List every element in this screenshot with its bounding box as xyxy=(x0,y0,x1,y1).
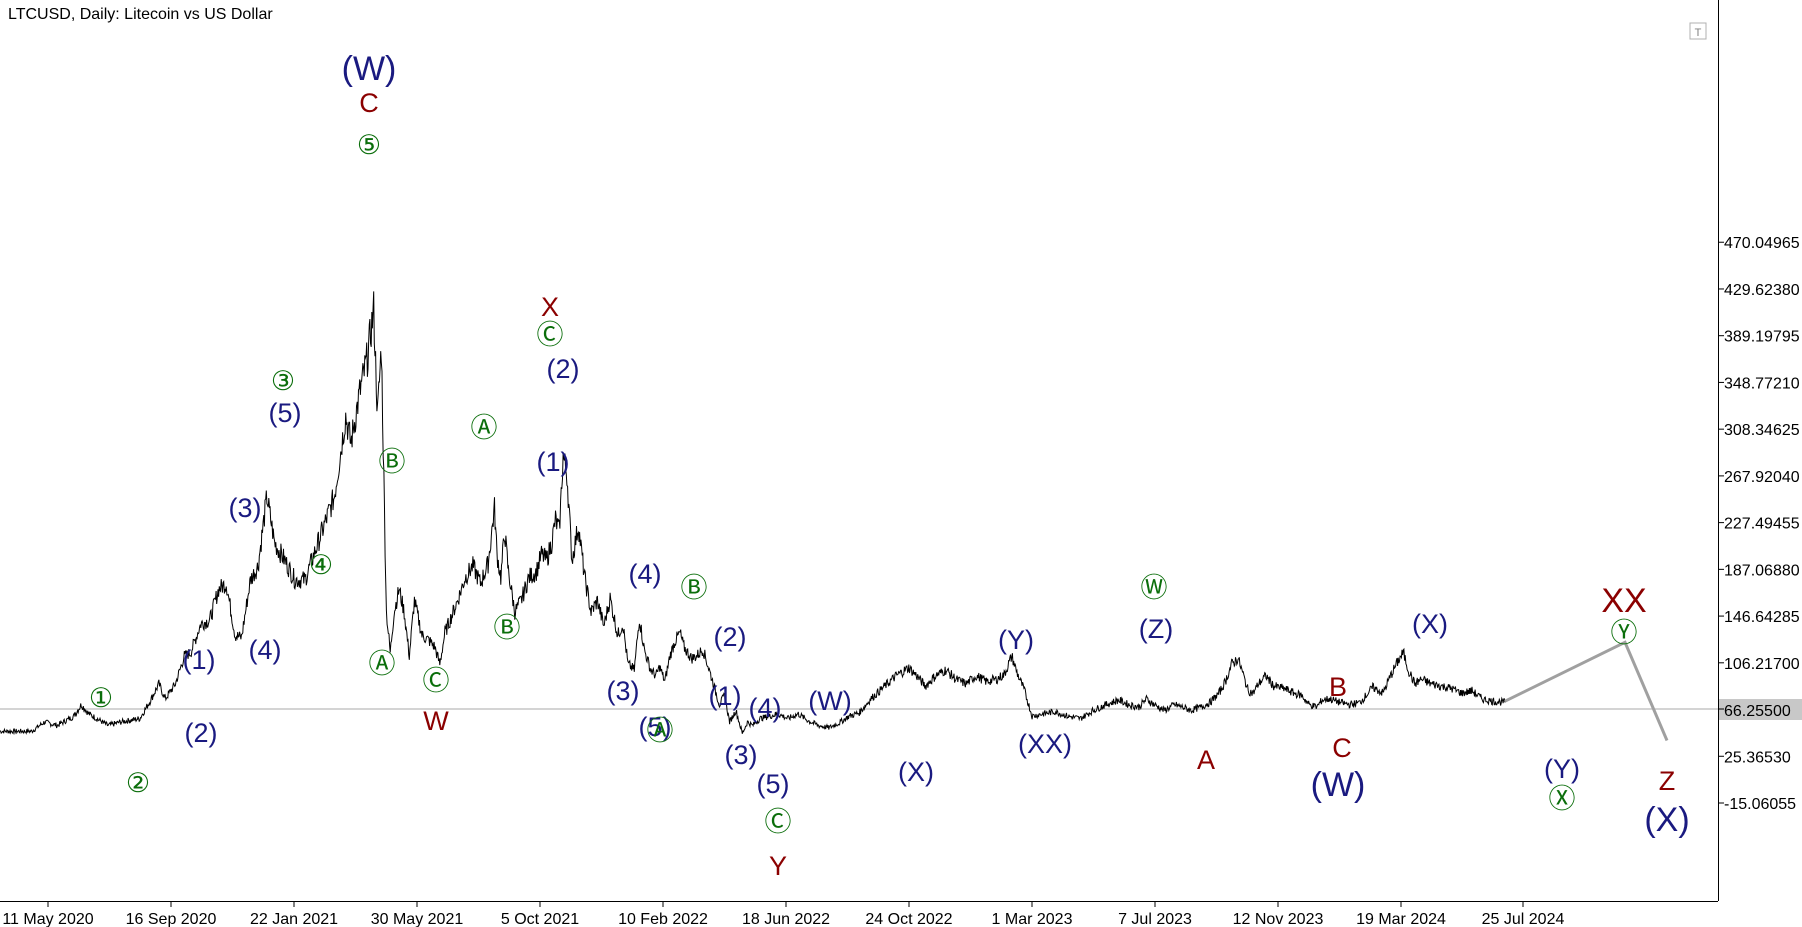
x-tick-label: 10 Feb 2022 xyxy=(618,911,708,927)
wave-label: ③ xyxy=(271,366,295,396)
y-tick-label: 227.49455 xyxy=(1724,516,1800,533)
wave-label: (2) xyxy=(547,354,580,384)
wave-label: (1) xyxy=(709,681,742,711)
x-tick-label: 30 May 2021 xyxy=(371,911,464,927)
chart-title: LTCUSD, Daily: Litecoin vs US Dollar xyxy=(8,6,273,23)
wave-label: (3) xyxy=(229,493,262,523)
wave-label: ① xyxy=(89,683,113,713)
wave-label: (X) xyxy=(1412,609,1448,639)
y-tick-label: 470.04965 xyxy=(1724,235,1800,252)
wave-label: Ⓨ xyxy=(1611,618,1638,648)
x-axis-ticks: 11 May 2020 16 Sep 2020 22 Jan 2021 30 May … xyxy=(2,901,1564,927)
wave-label: (Y) xyxy=(998,625,1034,655)
x-tick-label: 5 Oct 2021 xyxy=(501,911,579,927)
x-tick-label: 12 Nov 2023 xyxy=(1233,911,1324,927)
x-tick-label: 1 Mar 2023 xyxy=(992,911,1073,927)
current-price-label: 66.25500 xyxy=(1724,703,1791,720)
wave-label: W xyxy=(423,706,449,736)
x-tick-label: 22 Jan 2021 xyxy=(250,911,338,927)
x-tick-label: 25 Jul 2024 xyxy=(1482,911,1565,927)
wave-label: (5) xyxy=(639,712,672,742)
wave-label: C xyxy=(1332,733,1352,763)
wave-label: Y xyxy=(769,851,787,881)
wave-label: Ⓒ xyxy=(423,666,450,696)
wave-label: (2) xyxy=(185,718,218,748)
wave-label: (4) xyxy=(629,559,662,589)
wave-label: (X) xyxy=(1644,801,1689,839)
price-series-line xyxy=(0,291,1506,736)
wave-label: Ⓑ xyxy=(379,447,406,477)
wave-label: (4) xyxy=(249,635,282,665)
wave-label: Z xyxy=(1659,766,1676,796)
projection-path xyxy=(1504,640,1669,742)
wave-label: (1) xyxy=(537,447,570,477)
wave-label: (W) xyxy=(808,686,851,716)
y-tick-label: 429.62380 xyxy=(1724,282,1800,299)
wave-label: (2) xyxy=(714,622,747,652)
wave-label: (5) xyxy=(269,398,302,428)
wave-label: B xyxy=(1329,672,1347,702)
wave-label: (5) xyxy=(757,769,790,799)
y-tick-label: 187.06880 xyxy=(1724,562,1800,579)
corner-button[interactable] xyxy=(1689,22,1707,40)
wave-label: Ⓧ xyxy=(1549,784,1576,814)
wave-label: (W) xyxy=(342,50,397,88)
wave-label: (4) xyxy=(749,693,782,723)
y-tick-label: 25.36530 xyxy=(1724,749,1791,766)
corner-button-label: T xyxy=(1695,27,1702,39)
wave-label: (3) xyxy=(607,676,640,706)
wave-label: (XX) xyxy=(1018,729,1072,759)
wave-label: Ⓒ xyxy=(765,807,792,837)
wave-label: (Z) xyxy=(1139,614,1173,644)
wave-label: (3) xyxy=(725,740,758,770)
wave-label: XX xyxy=(1601,582,1646,620)
wave-label: X xyxy=(541,292,559,322)
wave-label: (W) xyxy=(1311,766,1366,804)
x-tick-label: 18 Jun 2022 xyxy=(742,911,830,927)
wave-labels: (W)C⑤①②(1)(2)(3)(4)③(5)④ⒷⒶⒸWⒶⒷXⒸ(2)(1)(4… xyxy=(89,50,1690,881)
wave-label: ② xyxy=(126,768,150,798)
y-tick-label: 267.92040 xyxy=(1724,469,1800,486)
wave-label: Ⓐ xyxy=(471,413,498,443)
wave-label: Ⓦ xyxy=(1141,573,1168,603)
x-tick-label: 24 Oct 2022 xyxy=(865,911,952,927)
y-tick-label: 348.77210 xyxy=(1724,375,1800,392)
wave-label: Ⓑ xyxy=(494,613,521,643)
wave-label: ④ xyxy=(309,550,333,580)
wave-label: (1) xyxy=(183,645,216,675)
y-tick-label: 106.21700 xyxy=(1724,656,1800,673)
wave-label: Ⓐ xyxy=(647,716,674,746)
x-tick-label: 11 May 2020 xyxy=(2,911,93,927)
y-tick-label: 146.64285 xyxy=(1724,609,1800,626)
wave-label: Ⓒ xyxy=(537,320,564,350)
y-tick-label: -15.06055 xyxy=(1724,796,1796,813)
x-tick-label: 16 Sep 2020 xyxy=(126,911,217,927)
current-price-box xyxy=(1719,699,1802,720)
y-tick-label: 308.34625 xyxy=(1724,422,1800,439)
wave-label: Ⓐ xyxy=(369,649,396,679)
x-tick-label: 19 Mar 2024 xyxy=(1356,911,1446,927)
wave-label: (X) xyxy=(898,757,934,787)
wave-label: C xyxy=(359,88,379,118)
wave-label: ⑤ xyxy=(357,130,381,160)
y-tick-label: 389.19795 xyxy=(1724,329,1800,346)
y-axis-ticks: -15.06055 25.36530 106.21700 146.64285 187.0… xyxy=(1718,235,1800,813)
wave-label: A xyxy=(1197,745,1215,775)
wave-label: (Y) xyxy=(1544,754,1580,784)
wave-label: Ⓑ xyxy=(681,573,708,603)
x-tick-label: 7 Jul 2023 xyxy=(1118,911,1192,927)
